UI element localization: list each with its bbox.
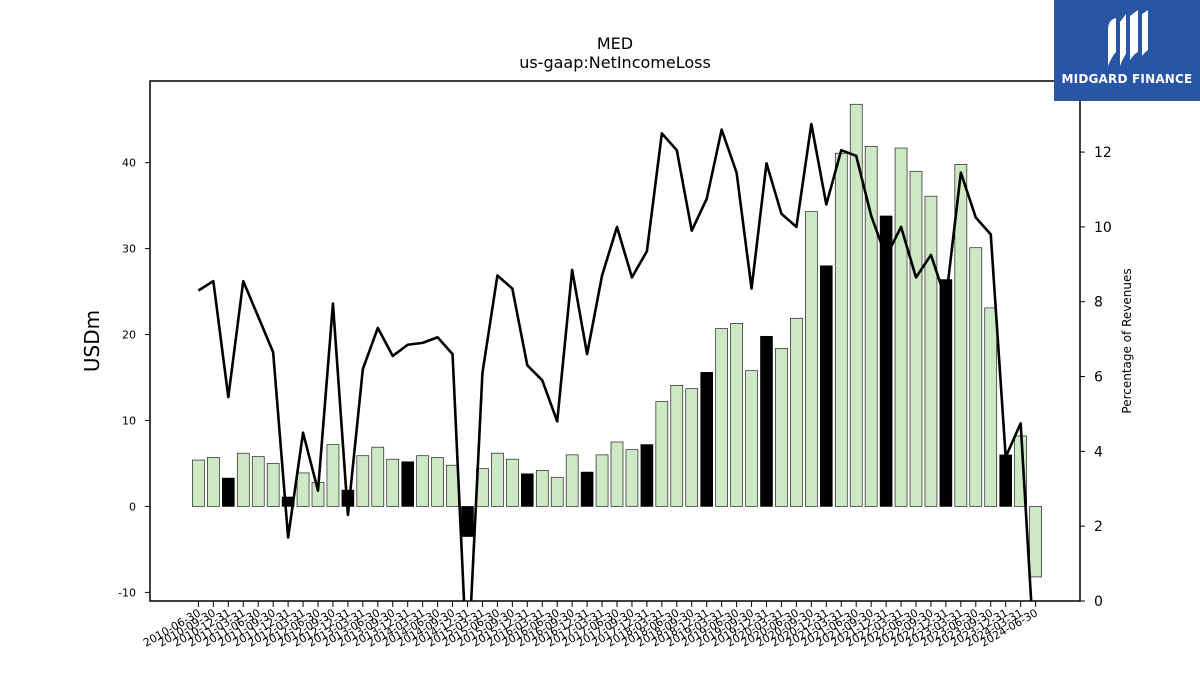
bar-2017-03-31	[595, 454, 609, 507]
bar-series	[192, 103, 1042, 578]
y-tick-label: 20	[122, 329, 136, 342]
plot-frame	[149, 80, 1081, 602]
chart-title: MED	[597, 34, 633, 53]
bar-2018-03-31	[655, 401, 669, 507]
bar-2020-12-31	[819, 265, 833, 507]
bar-2020-06-30	[790, 317, 803, 507]
line-series	[197, 122, 1033, 601]
bar-2019-12-31	[760, 335, 773, 507]
bar-2017-12-31	[640, 444, 654, 507]
bar-2019-03-31	[715, 328, 728, 507]
y-tick-label: 30	[122, 243, 136, 256]
logo-text: MIDGARD FINANCE	[1061, 72, 1193, 86]
bar-2010-12-31	[222, 477, 235, 507]
bar-2013-09-30	[386, 458, 400, 507]
bar-2011-09-30	[266, 463, 280, 507]
bar-2018-12-31	[700, 372, 714, 507]
bar-2020-09-30	[805, 211, 818, 507]
bar-2016-12-31	[580, 471, 594, 507]
y2-tick-label: 12	[1094, 145, 1112, 161]
y2-tick-label: 10	[1094, 220, 1112, 236]
bar-2010-06-30	[192, 459, 205, 507]
bar-2017-06-30	[610, 441, 624, 507]
bar-2014-03-31	[416, 455, 429, 507]
bar-2021-03-31	[834, 152, 848, 507]
bar-2022-06-30	[909, 170, 923, 507]
bar-2021-12-31	[879, 215, 893, 507]
y2-tick-label: 0	[1094, 594, 1103, 610]
bar-2021-09-30	[864, 146, 878, 507]
bar-2022-09-30	[924, 195, 938, 507]
bar-2018-06-30	[670, 384, 684, 507]
y2-tick-label: 6	[1094, 370, 1103, 386]
bar-2019-09-30	[745, 370, 758, 507]
y2-axis-label: Percentage of Revenues	[1120, 268, 1134, 413]
bar-2013-12-31	[401, 461, 415, 507]
bar-2014-12-31	[461, 506, 474, 537]
bar-2023-03-31	[954, 164, 968, 507]
bar-2015-12-31	[520, 473, 534, 507]
bar-2017-09-30	[625, 449, 639, 507]
bar-2022-03-31	[894, 147, 908, 507]
bar-2023-09-30	[984, 307, 998, 507]
bar-2021-06-30	[849, 103, 863, 507]
pct-of-revenues-line	[197, 122, 1033, 601]
bar-2012-03-31	[296, 472, 310, 507]
right-axis: 0 2 4 6 8 10 12	[1080, 145, 1112, 610]
bar-2011-03-31	[236, 452, 250, 507]
y2-tick-label: 2	[1094, 519, 1103, 535]
y-axis-label: USDm	[80, 310, 104, 372]
bar-2013-06-30	[371, 446, 385, 507]
bar-2015-09-30	[506, 458, 519, 507]
y-tick-label: -10	[118, 586, 136, 599]
bar-2023-12-31	[999, 454, 1013, 507]
y-tick-label: 40	[122, 157, 136, 170]
bar-2024-06-30	[1029, 506, 1042, 578]
bar-2016-09-30	[565, 454, 579, 507]
bar-2012-09-30	[326, 444, 340, 507]
y2-tick-label: 8	[1094, 295, 1103, 311]
bar-2019-06-30	[730, 323, 743, 507]
bar-2014-06-30	[431, 457, 444, 507]
bar-2010-09-30	[207, 457, 220, 507]
y-tick-label: 0	[129, 500, 136, 513]
bar-2022-12-31	[939, 279, 953, 507]
y-tick-label: 10	[122, 415, 136, 428]
bar-2018-09-30	[685, 388, 699, 507]
bar-2023-06-30	[969, 247, 983, 507]
bar-2020-03-31	[775, 348, 788, 507]
chart-subtitle: us-gaap:NetIncomeLoss	[519, 53, 711, 72]
x-axis: 2010-06-302010-09-302010-12-312011-03-31…	[141, 601, 1040, 650]
bar-2015-06-30	[491, 452, 504, 507]
logo-mark-icon	[1108, 10, 1148, 66]
left-axis: -10 0 10 20 30 40	[118, 157, 150, 599]
y2-tick-label: 4	[1094, 444, 1103, 460]
brand-logo: MIDGARD FINANCE	[1054, 0, 1200, 101]
bar-2013-03-31	[356, 455, 370, 507]
bar-2016-06-30	[550, 476, 564, 507]
bar-2016-03-31	[535, 470, 549, 507]
bar-2011-06-30	[251, 456, 265, 507]
